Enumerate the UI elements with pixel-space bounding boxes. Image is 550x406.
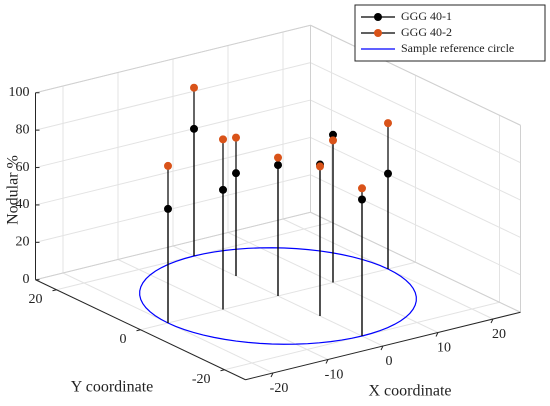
legend: GGG 40-1 GGG 40-2 Sample reference circle — [354, 4, 546, 62]
grid-line — [35, 99, 311, 169]
stem-marker — [232, 169, 240, 178]
grid-line — [310, 174, 521, 276]
tick-mark — [325, 359, 329, 364]
tick-mark — [52, 289, 57, 292]
stem-marker — [329, 136, 337, 145]
tick-mark — [136, 329, 141, 332]
z-tick-label: 100 — [9, 85, 30, 100]
box-edge — [35, 24, 311, 94]
tick-mark — [435, 332, 439, 337]
grid-line — [35, 62, 311, 131]
z-axis-label: Nodular % — [5, 155, 22, 225]
grid-line — [310, 136, 521, 238]
z-tick-label: 60 — [16, 160, 30, 175]
box-edge — [310, 211, 521, 313]
stem-marker — [232, 133, 240, 142]
tick-mark — [270, 372, 274, 378]
stem-marker — [274, 153, 282, 162]
grid-line — [310, 99, 521, 201]
z-tick-label: 40 — [16, 197, 30, 212]
x-tick-label: 10 — [437, 341, 451, 356]
stem-marker — [219, 135, 227, 144]
y-tick-label: 0 — [120, 332, 127, 347]
stem-marker — [219, 185, 227, 194]
x-tick-label: 0 — [386, 354, 393, 369]
x-axis-label: X coordinate — [368, 383, 451, 400]
x-tick-label: 20 — [492, 327, 506, 342]
stem-marker — [329, 130, 337, 139]
stem-marker — [164, 204, 172, 213]
box-edge — [310, 24, 521, 126]
stem-marker — [384, 169, 392, 178]
tick-mark — [220, 369, 225, 372]
x-tick-label: -20 — [270, 381, 289, 396]
stem-marker — [190, 83, 198, 92]
z-tick-label: 80 — [16, 122, 30, 137]
y-tick-label: -20 — [192, 372, 211, 387]
grid-line — [35, 174, 311, 243]
y-tick-label: 20 — [29, 292, 43, 307]
x-tick-label: -10 — [325, 368, 344, 383]
legend-marker — [374, 13, 382, 21]
z-tick-label: 0 — [23, 272, 30, 287]
legend-marker — [374, 29, 382, 37]
stem-marker — [384, 119, 392, 128]
z-tick-label: 20 — [16, 235, 30, 250]
grid-line — [35, 136, 311, 206]
stem-marker — [358, 184, 366, 193]
tick-mark — [380, 345, 384, 351]
grid-line — [310, 62, 521, 164]
box-edge — [35, 211, 311, 281]
legend-label: GGG 40-1 — [401, 9, 452, 23]
stem-marker — [274, 161, 282, 170]
stem-marker — [164, 161, 172, 170]
stem-marker — [358, 195, 366, 204]
legend-label: GGG 40-2 — [401, 25, 452, 39]
stem-marker — [190, 124, 198, 133]
legend-label: Sample reference circle — [401, 41, 514, 55]
y-axis-label: Y coordinate — [71, 379, 153, 396]
stem-marker — [316, 162, 324, 171]
tick-mark — [490, 318, 494, 324]
